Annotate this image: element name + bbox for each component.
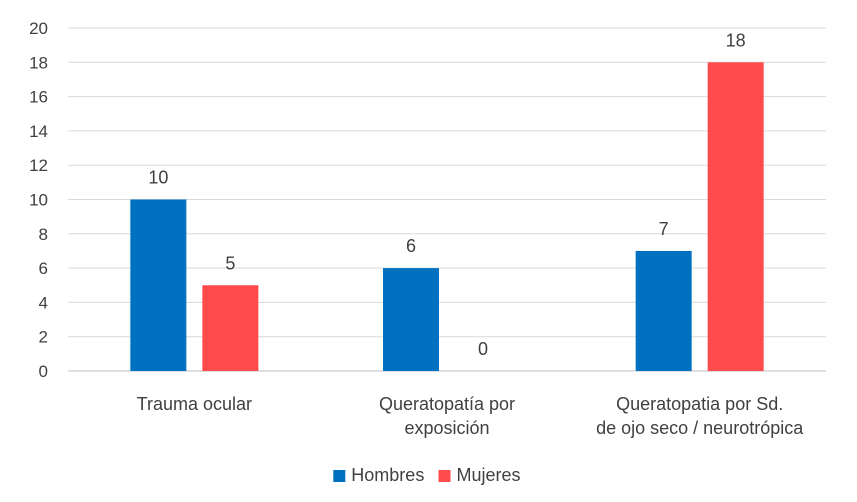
legend-label-hombres: Hombres — [351, 465, 424, 485]
x-category-label: Queratopatía por exposición — [379, 394, 515, 438]
y-tick-label: 0 — [39, 362, 48, 381]
y-tick-label: 8 — [39, 225, 48, 244]
bar-hombres — [383, 268, 439, 371]
legend: Hombres Mujeres — [333, 465, 521, 485]
y-tick-label: 16 — [29, 88, 48, 107]
x-category-label: Queratopatia por Sd. de ojo seco / neurot… — [596, 394, 804, 438]
data-label: 7 — [659, 219, 669, 239]
data-label: 6 — [406, 236, 416, 256]
y-tick-label: 10 — [29, 191, 48, 210]
x-category-label: Trauma ocular — [137, 394, 252, 414]
bars — [130, 62, 764, 372]
legend-swatch-mujeres — [438, 470, 451, 482]
legend-label-mujeres: Mujeres — [457, 465, 521, 485]
y-axis-ticks: 0 2 4 6 8 10 12 14 16 18 20 — [29, 19, 48, 381]
bar-mujeres — [707, 62, 764, 372]
y-tick-label: 2 — [39, 328, 48, 347]
x-axis-categories: Trauma ocular Queratopatía por exposición Q… — [137, 394, 805, 438]
data-label: 10 — [148, 168, 168, 188]
y-tick-label: 12 — [29, 156, 48, 175]
gridlines — [68, 27, 826, 372]
data-label: 18 — [726, 30, 746, 50]
data-labels: 10 5 6 0 7 18 — [148, 30, 745, 359]
data-label: 0 — [478, 339, 488, 359]
y-tick-label: 14 — [29, 122, 48, 141]
y-tick-label: 4 — [39, 293, 48, 312]
bar-hombres — [635, 250, 692, 371]
y-tick-label: 20 — [29, 19, 48, 38]
data-label: 5 — [225, 253, 235, 273]
bar-mujeres — [202, 285, 259, 371]
y-tick-label: 6 — [39, 259, 48, 278]
bar-hombres — [130, 199, 187, 371]
legend-swatch-hombres — [333, 470, 346, 482]
y-tick-label: 18 — [29, 53, 48, 72]
